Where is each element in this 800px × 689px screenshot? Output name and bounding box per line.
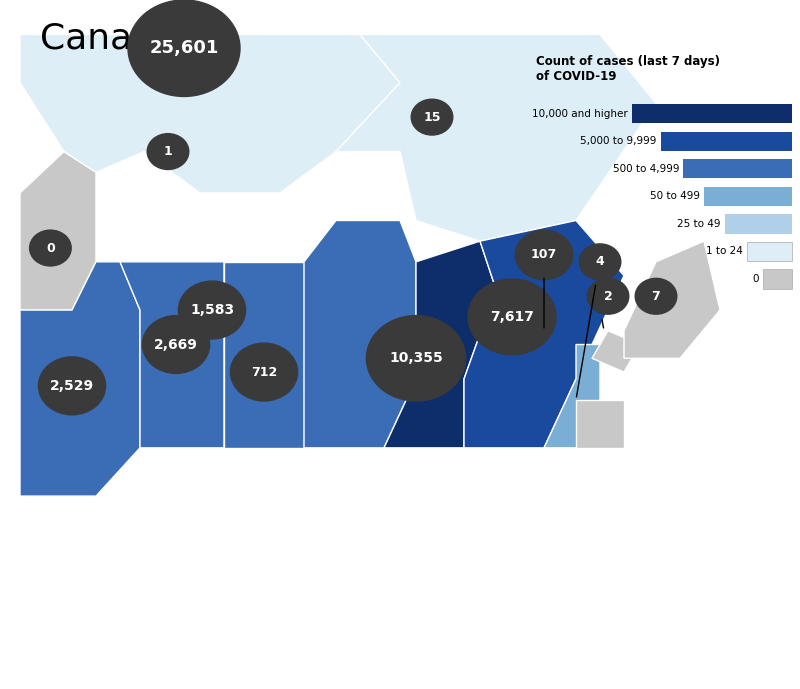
Polygon shape (624, 241, 720, 358)
Circle shape (579, 244, 621, 280)
Polygon shape (592, 331, 640, 372)
Text: 2: 2 (604, 290, 612, 302)
Circle shape (142, 316, 210, 373)
Polygon shape (544, 344, 600, 448)
Text: 0: 0 (753, 274, 759, 284)
Circle shape (411, 99, 453, 135)
Circle shape (30, 230, 71, 266)
Circle shape (178, 281, 246, 339)
Text: 15: 15 (423, 111, 441, 123)
Polygon shape (384, 241, 496, 448)
Text: 1,583: 1,583 (190, 303, 234, 317)
Circle shape (366, 316, 466, 401)
Text: 712: 712 (251, 366, 277, 378)
Text: 25 to 49: 25 to 49 (678, 219, 721, 229)
Bar (661, 132, 792, 151)
Circle shape (230, 343, 298, 401)
Polygon shape (120, 262, 224, 448)
Polygon shape (20, 34, 400, 193)
Polygon shape (304, 220, 416, 448)
Text: 500 to 4,999: 500 to 4,999 (613, 164, 679, 174)
Circle shape (38, 357, 106, 415)
Text: 7,617: 7,617 (490, 310, 534, 324)
Bar (763, 269, 792, 289)
Text: 5,000 to 9,999: 5,000 to 9,999 (581, 136, 657, 146)
Text: Count of cases (last 7 days)
of COVID-19: Count of cases (last 7 days) of COVID-19 (536, 55, 720, 83)
Text: 0: 0 (46, 242, 54, 254)
Polygon shape (336, 34, 656, 241)
Text: 4: 4 (596, 256, 604, 268)
Circle shape (515, 230, 573, 280)
Text: 50 to 499: 50 to 499 (650, 192, 700, 201)
Text: 10,000 and higher: 10,000 and higher (532, 109, 628, 119)
Text: Canada: Canada (40, 21, 177, 55)
Bar (632, 104, 792, 123)
Bar (725, 214, 792, 234)
Text: 7: 7 (652, 290, 660, 302)
Bar (704, 187, 792, 206)
Polygon shape (20, 262, 140, 496)
Circle shape (468, 279, 556, 355)
Text: 107: 107 (531, 249, 557, 261)
Polygon shape (224, 262, 304, 448)
Circle shape (635, 278, 677, 314)
Text: 1: 1 (164, 145, 172, 158)
Text: 2,529: 2,529 (50, 379, 94, 393)
Bar (683, 159, 792, 178)
Text: 25,601: 25,601 (150, 39, 218, 57)
Polygon shape (576, 400, 624, 448)
Circle shape (128, 0, 240, 96)
Text: 10,355: 10,355 (389, 351, 443, 365)
Polygon shape (464, 220, 624, 448)
Circle shape (587, 278, 629, 314)
Text: 1 to 24: 1 to 24 (706, 247, 743, 256)
Circle shape (147, 134, 189, 169)
Text: 2,669: 2,669 (154, 338, 198, 351)
Polygon shape (20, 152, 96, 310)
Bar (747, 242, 792, 261)
